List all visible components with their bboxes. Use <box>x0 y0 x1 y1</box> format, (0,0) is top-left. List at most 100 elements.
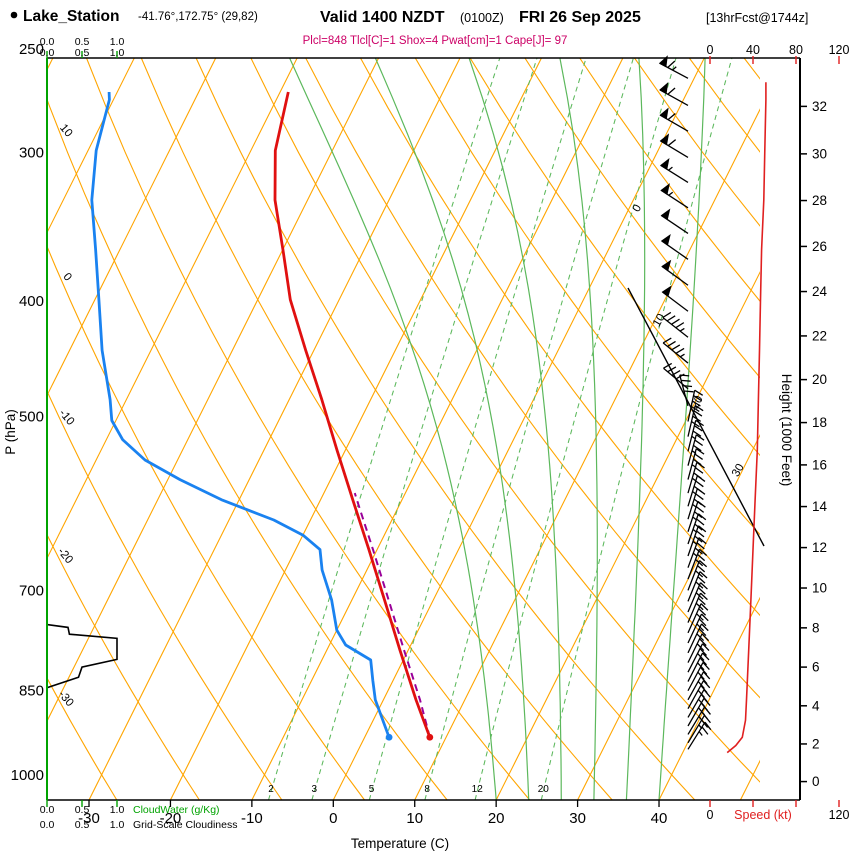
wind-barb <box>661 285 689 312</box>
background-grid <box>47 58 760 800</box>
dry-adiabat-line <box>195 58 696 800</box>
height-tick-label: 30 <box>812 146 827 161</box>
wind-barb <box>687 633 710 663</box>
mixing-ratio-line <box>368 58 587 800</box>
isotherm-line <box>577 433 760 800</box>
temperature-tick-label: -30 <box>78 810 100 827</box>
pressure-tick-label: 500 <box>19 408 44 425</box>
dewpoint-surface-dot <box>385 733 393 741</box>
wind-barb-staff <box>687 559 708 591</box>
wind-barb <box>687 448 705 480</box>
mixing-ratio-label: 20 <box>538 784 550 795</box>
wind-barb <box>687 389 704 422</box>
wind-barb-staff <box>679 374 694 407</box>
dry-adiabat-line <box>360 58 760 617</box>
wind-barb-flag <box>659 107 669 120</box>
dry-adiabat-line <box>250 58 760 783</box>
wind-barb <box>687 680 711 709</box>
isotherm-line <box>47 58 135 234</box>
pressure-tick-label: 700 <box>19 582 44 599</box>
cloudiness-bottom-tick-label: 0.0 <box>40 819 55 831</box>
dry-adiabat-line <box>743 58 760 80</box>
wind-barb-flag <box>659 82 669 95</box>
isotherm-label: 30 <box>730 462 747 479</box>
wind-barb-flag <box>661 285 672 298</box>
speed-top-tick-label: 0 <box>707 43 714 57</box>
cloudiness-profile <box>47 623 118 689</box>
cloudiness-axis-title: Grid-Scale Cloudiness <box>133 819 237 831</box>
speed-top-tick-label: 80 <box>789 43 803 57</box>
wind-barb-flag <box>659 133 670 146</box>
wind-barb <box>662 337 689 364</box>
sounding-curves <box>47 91 434 741</box>
wind-barb-flag <box>660 183 670 195</box>
wind-barb <box>661 259 689 286</box>
height-axis-title: Height (1000 Feet) <box>779 374 794 487</box>
cloudwater-axis-title: CloudWater (g/Kg) <box>133 804 220 816</box>
height-tick-label: 18 <box>812 415 827 430</box>
dry-adiabat-line <box>47 245 365 800</box>
speed-top-tick-label: 120 <box>829 43 850 57</box>
height-tick-label: 0 <box>812 774 820 789</box>
wind-barb <box>687 434 705 466</box>
wind-barb-staff <box>687 582 708 613</box>
dry-adiabat-line <box>140 58 613 800</box>
wind-barb <box>660 183 689 209</box>
wind-barb <box>687 592 708 623</box>
wind-barb-staff <box>687 389 704 422</box>
wind-barb-staff <box>687 662 710 692</box>
temperature-tick-label: 30 <box>569 810 586 827</box>
wind-barb-staff <box>687 633 710 663</box>
pressure-tick-label: 300 <box>19 144 44 161</box>
wind-barb-staff <box>687 500 706 532</box>
wind-barb-staff <box>663 362 689 390</box>
mixing-ratio-label: 8 <box>424 784 430 795</box>
wind-barb <box>687 513 707 545</box>
height-tick-label: 28 <box>812 193 827 208</box>
moist-adiabat-line <box>559 58 598 800</box>
wind-barb <box>663 362 689 390</box>
valid-utc: (0100Z) <box>460 11 504 25</box>
wind-barb-staff <box>687 434 705 466</box>
mixing-ratio-line <box>267 58 501 800</box>
speed-bottom-tick-label: 120 <box>829 808 850 822</box>
cloudwater-bottom-tick-label: 0.5 <box>75 804 90 816</box>
wind-barb <box>687 537 707 568</box>
temperature-axis-title: Temperature (C) <box>351 836 449 851</box>
wind-barb-staff <box>687 488 706 520</box>
dry-adiabat-line <box>414 58 760 536</box>
wind-barb-staff <box>687 643 710 673</box>
pressure-axis-title: P (hPa) <box>3 409 18 455</box>
forecast-tag: [13hrFcst@1744z] <box>706 11 808 25</box>
speed-top-tick-label: 40 <box>746 43 760 57</box>
moist-adiabat-line <box>374 58 530 800</box>
isotherm-line <box>739 759 760 800</box>
temperature-curve <box>273 91 432 738</box>
wind-barb <box>687 571 708 602</box>
isotherm-line <box>169 58 542 800</box>
wind-barb <box>660 234 689 260</box>
temperature-tick-label: -10 <box>241 810 263 827</box>
speed-axis-title: Speed (kt) <box>734 808 792 822</box>
wind-barb <box>687 475 706 507</box>
wind-barb-staff <box>687 721 712 750</box>
cloudiness-top-tick-label: 1.0 <box>110 47 125 59</box>
isotherm-label: 0 <box>631 203 645 215</box>
dry-adiabat-label: -20 <box>55 546 75 566</box>
wind-barb-staff <box>687 571 708 602</box>
wind-barb-staff <box>687 525 707 557</box>
dry-adiabat-line <box>47 97 448 800</box>
cloudiness-top-tick-label: 0.0 <box>40 47 55 59</box>
mixing-ratio-label: 5 <box>369 784 375 795</box>
dry-adiabat-label: -10 <box>56 407 76 427</box>
wind-barb <box>687 613 709 644</box>
valid-time: Valid 1400 NZDT <box>320 9 445 26</box>
height-tick-label: 22 <box>812 328 827 343</box>
wind-barb-staff <box>687 714 711 744</box>
wind-barb-staff <box>687 671 711 701</box>
dry-adiabat-label: 10 <box>57 122 74 140</box>
isotherm-line <box>47 58 380 723</box>
wind-barb-staff <box>687 706 711 735</box>
